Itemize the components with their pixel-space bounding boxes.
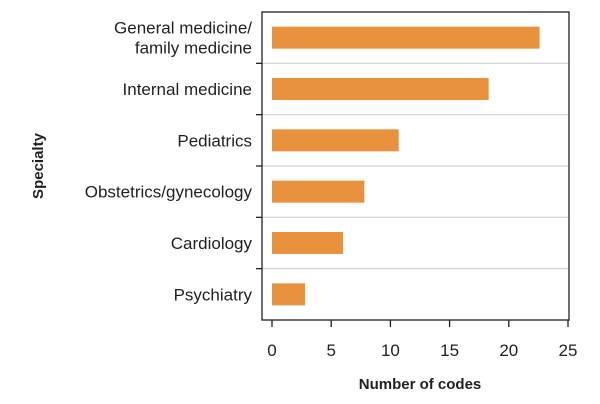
bar-4 [272,232,344,254]
category-label: General medicine/ [114,19,252,38]
axis-ticks [256,62,569,327]
y-axis-title: Specialty [30,132,47,199]
category-label: Obstetrics/gynecology [85,183,253,202]
category-label: Cardiology [171,234,253,253]
category-labels: General medicine/family medicine Internal… [85,19,253,305]
bar-2 [272,129,399,152]
x-axis-title: Number of codes [359,376,482,393]
category-label: Psychiatry [174,285,253,304]
bars [272,26,540,306]
bar-3 [272,180,365,203]
x-tick-label: 10 [381,341,400,360]
grid-lines [262,62,569,270]
category-label: family medicine [135,39,252,58]
category-label: Internal medicine [123,80,252,99]
x-tick-label: 15 [440,341,459,360]
category-label: Pediatrics [177,131,252,150]
bar-0 [272,26,540,49]
bar-5 [272,283,306,306]
x-tick-labels: 0 5 10 15 20 25 [267,341,577,360]
bar-1 [272,78,489,100]
x-tick-label: 25 [559,341,578,360]
x-tick-label: 5 [326,341,335,360]
x-tick-label: 0 [267,341,276,360]
x-tick-label: 20 [499,341,518,360]
